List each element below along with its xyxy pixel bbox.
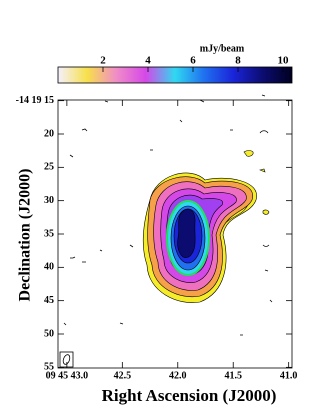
- image-layer: [59, 94, 273, 368]
- colorbar-tick-label: 10: [278, 55, 290, 67]
- y-tick-label: 30: [44, 195, 54, 206]
- x-tick-label: 41.0: [280, 370, 297, 381]
- y-tick-label: 50: [44, 328, 54, 339]
- y-tick-label: 20: [44, 128, 54, 139]
- noise-contours: [63, 94, 273, 336]
- y-tick-label: 35: [44, 228, 54, 239]
- x-tick-label: 42.0: [169, 370, 187, 381]
- x-tick-label: 41.5: [224, 370, 242, 381]
- colorbar-tick-label: 6: [190, 55, 196, 67]
- chart: mJy/beam Right Ascension (J2000) Declina…: [16, 43, 297, 405]
- y-tick-label: 45: [44, 295, 54, 306]
- y-tick-label: -14 19 15: [16, 95, 54, 106]
- y-tick-label: 40: [44, 262, 54, 273]
- x-axis-label: Right Ascension (J2000): [102, 386, 277, 405]
- colorbar-label: mJy/beam: [200, 43, 245, 54]
- y-axis-label: Declination (J2000): [17, 169, 34, 302]
- beam: [62, 354, 71, 365]
- colorbar-tick-label: 4: [145, 55, 151, 67]
- colorbar: [57, 66, 293, 84]
- y-tick-label: 25: [44, 162, 54, 173]
- source-contours: [143, 172, 257, 303]
- colorbar-tick-label: 2: [100, 55, 106, 67]
- y-tick-label: 55: [44, 362, 54, 373]
- x-tick-label: 42.5: [114, 370, 132, 381]
- colorbar-tick-label: 8: [235, 55, 241, 67]
- x-tick-label: 09 45 43.0: [46, 370, 89, 381]
